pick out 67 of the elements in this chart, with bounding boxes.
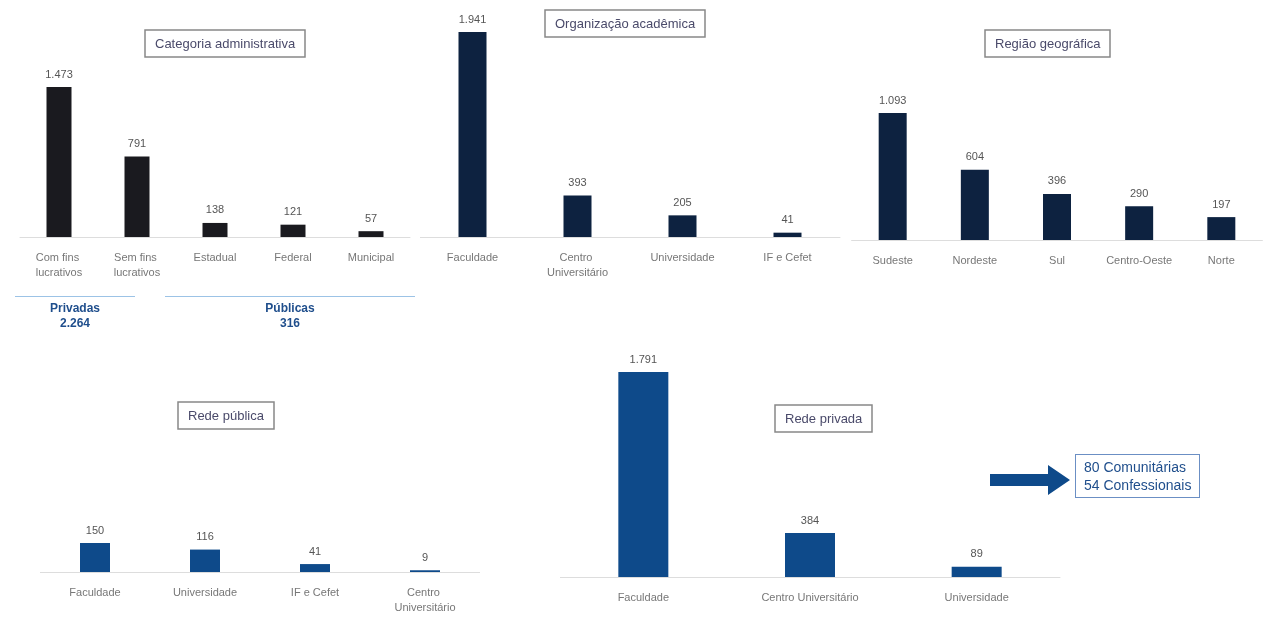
x-tick-label: Universidade bbox=[172, 585, 238, 598]
x-tick-label: IF e Cefet bbox=[290, 585, 340, 598]
data-label: 604 bbox=[965, 150, 985, 163]
x-tick-label: Estadual bbox=[193, 250, 237, 263]
x-tick-label: Universidade bbox=[650, 250, 715, 263]
chart-title: Região geográfica bbox=[995, 36, 1102, 51]
data-label: 197 bbox=[1212, 197, 1231, 210]
data-label: 1.093 bbox=[878, 93, 907, 106]
bar bbox=[190, 549, 220, 572]
bar bbox=[280, 224, 306, 237]
text: 80 Comunitárias 54 Confessionais bbox=[1075, 454, 1201, 498]
text: Rede privada bbox=[785, 411, 864, 426]
data-label: 9 bbox=[421, 550, 429, 563]
bar bbox=[1125, 206, 1154, 240]
data-label: 150 bbox=[85, 523, 105, 536]
x-tick-label: Federal bbox=[274, 250, 312, 263]
bar bbox=[1043, 193, 1071, 240]
x-tick-label: IF e Cefet bbox=[763, 250, 812, 263]
bar bbox=[358, 231, 384, 237]
bar bbox=[80, 543, 110, 572]
bar bbox=[960, 169, 989, 240]
bar bbox=[458, 32, 487, 237]
bar bbox=[46, 87, 72, 237]
data-label: 1.941 bbox=[458, 12, 487, 25]
data-label: 89 bbox=[970, 547, 983, 560]
data-label: 384 bbox=[800, 513, 820, 526]
data-label: 116 bbox=[196, 530, 214, 543]
x-tick-label: Municipal bbox=[347, 250, 395, 263]
bar bbox=[202, 222, 228, 237]
data-label: 41 bbox=[781, 213, 794, 226]
data-label: 205 bbox=[673, 195, 692, 208]
x-tick-label: Faculdade bbox=[617, 590, 670, 603]
x-tick-label: Centro-Oeste bbox=[1106, 253, 1173, 266]
x-tick-label: Centro Universitário bbox=[394, 585, 456, 613]
chart-title: Rede pública bbox=[188, 408, 265, 423]
x-tick-label: Com fins lucrativos bbox=[35, 250, 83, 278]
data-label: 393 bbox=[568, 175, 587, 188]
bar bbox=[300, 564, 330, 572]
data-label: 396 bbox=[1047, 174, 1067, 187]
data-label: 290 bbox=[1129, 186, 1149, 199]
data-label: 138 bbox=[205, 203, 225, 216]
data-label: 41 bbox=[308, 544, 322, 557]
x-tick-label: Norte bbox=[1207, 253, 1235, 266]
x-tick-label: Sem fins lucrativos bbox=[113, 250, 161, 278]
x-tick-label: Sul bbox=[1049, 253, 1065, 266]
data-label: 1.473 bbox=[45, 67, 73, 80]
chart-title: Categoria administrativa bbox=[155, 36, 296, 51]
x-tick-label: Centro Universitário bbox=[761, 590, 859, 603]
x-tick-label: Centro Universitário bbox=[546, 250, 609, 278]
x-tick-label: Faculdade bbox=[69, 585, 121, 598]
bar bbox=[668, 215, 697, 237]
data-label: 791 bbox=[127, 136, 147, 149]
x-tick-label: Universidade bbox=[944, 590, 1009, 603]
x-tick-label: Sudeste bbox=[872, 253, 913, 266]
data-label: 57 bbox=[364, 211, 378, 224]
bar bbox=[124, 156, 150, 237]
data-label: 121 bbox=[283, 205, 303, 218]
data-label: 1.791 bbox=[629, 352, 658, 365]
text: Privadas 2.264 bbox=[48, 301, 101, 331]
chart-title: Organização acadêmica bbox=[555, 16, 696, 31]
x-tick-label: Faculdade bbox=[446, 250, 499, 263]
bar bbox=[1207, 217, 1236, 240]
bar bbox=[773, 232, 802, 237]
bar bbox=[878, 113, 907, 240]
text: Públicas 316 bbox=[264, 301, 316, 331]
x-tick-label: Nordeste bbox=[952, 253, 998, 266]
bar bbox=[563, 195, 592, 237]
